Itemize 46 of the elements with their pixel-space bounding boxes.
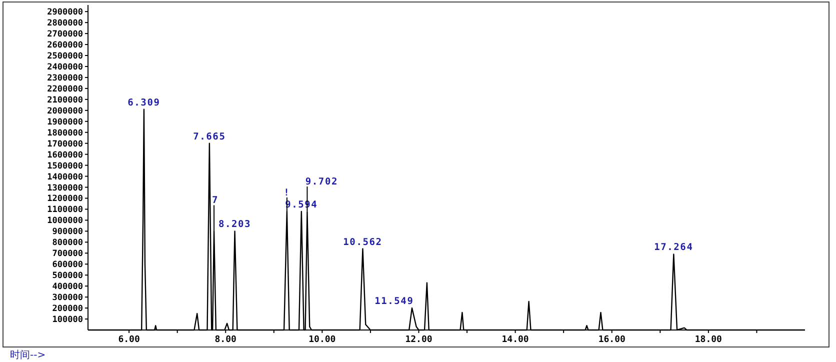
x-axis-title: 时间-->: [10, 349, 46, 361]
x-tick-label: 8.00: [214, 335, 236, 345]
y-tick-label: 300000: [52, 293, 83, 304]
y-tick-label: 2800000: [47, 18, 83, 29]
y-tick-label: 1900000: [47, 117, 83, 128]
annotation: 10.562: [343, 236, 382, 248]
annotation: 6.309: [128, 97, 160, 108]
x-tick-label: 18.00: [694, 335, 722, 345]
annotation: 11.549: [374, 296, 414, 308]
y-tick-label: 2300000: [47, 73, 83, 84]
annotation: !: [284, 187, 290, 198]
y-tick-label: 2000000: [47, 106, 83, 116]
y-tick-label: 2700000: [47, 30, 83, 40]
x-tick-label: 6.00: [118, 335, 140, 345]
y-tick-label: 700000: [52, 249, 83, 260]
y-tick-label: 1800000: [47, 128, 83, 138]
y-tick-label: 2100000: [47, 95, 83, 106]
y-tick-label: 1500000: [47, 161, 83, 172]
y-tick-label: 900000: [52, 227, 83, 238]
annotation: 7: [212, 195, 219, 206]
x-tick-label: 14.00: [502, 335, 529, 345]
y-tick-label: 600000: [52, 260, 83, 270]
y-tick-label: 800000: [52, 238, 83, 248]
y-tick-label: 400000: [52, 282, 83, 292]
y-tick-label: 2900000: [47, 8, 83, 18]
y-tick-label: 2600000: [47, 40, 83, 51]
y-tick-label: 100000: [52, 315, 83, 326]
annotation: 17.264: [654, 242, 694, 254]
annotation: 8.203: [218, 219, 252, 230]
y-tick-label: 1000000: [47, 216, 83, 226]
annotation: 7.665: [193, 131, 226, 142]
y-tick-label: 1700000: [47, 139, 83, 150]
y-tick-label: 200000: [52, 304, 83, 314]
y-tick-label: 1400000: [47, 172, 83, 182]
x-tick-label: 16.00: [598, 335, 626, 345]
annotation: 9.702: [305, 176, 338, 188]
x-tick-label: 10.00: [308, 335, 336, 345]
y-tick-label: 1200000: [47, 194, 83, 204]
y-tick-label: 500000: [52, 271, 83, 282]
y-tick-label: 1600000: [47, 150, 83, 160]
x-tick-label: 12.00: [405, 335, 432, 345]
y-tick-label: 1300000: [47, 183, 83, 194]
y-tick-label: 2400000: [47, 62, 83, 72]
y-tick-label: 2200000: [47, 84, 83, 94]
y-tick-label: 1100000: [47, 205, 83, 216]
y-tick-label: 2500000: [47, 52, 83, 62]
